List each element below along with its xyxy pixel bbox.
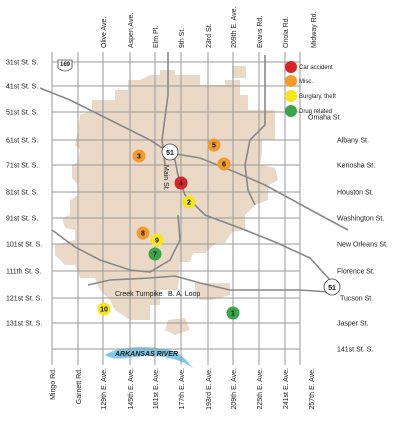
marker-dot bbox=[182, 195, 196, 209]
street-label-midway-rd: Midway Rd. bbox=[311, 11, 318, 48]
ba-loop-label: B. A. Loop bbox=[168, 291, 200, 298]
legend-swatch-burglary-theft bbox=[285, 90, 297, 102]
street-label-elm-pl: Elm Pl. bbox=[153, 26, 160, 48]
street-label-51st-st-s: 51st St. S. bbox=[6, 110, 38, 117]
marker-number: 10 bbox=[100, 307, 108, 314]
street-label-washington-st: Washington St. bbox=[337, 216, 384, 223]
street-label-145th-e-ave: 145th E. Ave. bbox=[128, 368, 135, 410]
street-label-41st-st-s: 41st St. S. bbox=[6, 84, 38, 91]
legend-label-car-accident: Car accident bbox=[299, 65, 333, 71]
street-label-131st-st-s: 131st St. S. bbox=[6, 321, 42, 328]
marker-number: 6 bbox=[222, 162, 226, 169]
top-street-labels: Olive Ave. Aspen Ave. Elm Pl. 9th St. 23rd S… bbox=[101, 6, 318, 48]
marker-dot bbox=[207, 138, 221, 152]
street-grid bbox=[51, 52, 301, 365]
street-label-jasper-st: Jasper St. bbox=[337, 321, 369, 328]
street-label-olive-ave: Olive Ave. bbox=[101, 17, 108, 48]
incident-marker-6[interactable]: 6 bbox=[217, 157, 231, 171]
street-label-kenosha-st: Kenosha St. bbox=[337, 163, 375, 170]
highway-number: 51 bbox=[328, 285, 336, 292]
incident-marker-4[interactable]: 4 bbox=[174, 176, 188, 190]
incident-marker-8[interactable]: 8 bbox=[136, 226, 150, 240]
street-label-albany-st: Albany St. bbox=[337, 138, 369, 145]
incident-marker-10[interactable]: 10 bbox=[97, 302, 111, 316]
left-street-labels: 31st St. S. 41st St. S. 51st St. S. 61st St… bbox=[6, 60, 42, 328]
street-label-mingo-rd: Mingo Rd. bbox=[50, 368, 57, 400]
street-label-garnett-rd: Garnett Rd. bbox=[76, 368, 83, 404]
marker-number: 9 bbox=[155, 238, 159, 245]
incident-marker-5[interactable]: 5 bbox=[207, 138, 221, 152]
main-st-label: Main St. bbox=[162, 165, 169, 191]
street-label-177th-e-ave: 177th E. Ave. bbox=[179, 368, 186, 410]
marker-dot bbox=[150, 233, 164, 247]
street-label-9th-st: 9th St. bbox=[179, 28, 186, 48]
street-label-onola-rd: Onola Rd. bbox=[283, 16, 290, 48]
legend-swatch-drug-related bbox=[285, 105, 297, 117]
street-label-209th-e-ave: 209th E. Ave. bbox=[231, 6, 238, 48]
marker-dot bbox=[136, 226, 150, 240]
highway-number: 51 bbox=[166, 150, 174, 157]
legend-swatch-misc bbox=[285, 75, 297, 87]
marker-number: 5 bbox=[212, 143, 216, 150]
marker-number: 8 bbox=[141, 231, 145, 238]
street-label-141st-st-s: 141st St. S. bbox=[337, 347, 373, 354]
street-label-aspen-ave: Aspen Ave. bbox=[128, 13, 135, 48]
legend-label-drug-related: Drug related bbox=[299, 109, 332, 115]
incident-marker-9[interactable]: 9 bbox=[150, 233, 164, 247]
marker-dot bbox=[174, 176, 188, 190]
street-label-71st-st-s: 71st St. S. bbox=[6, 163, 38, 170]
street-label-evans-rd: Evans Rd. bbox=[257, 16, 264, 48]
street-label-193rd-e-ave: 193rd E. Ave. bbox=[206, 368, 213, 410]
highway-shield-169: 169 bbox=[57, 59, 73, 72]
legend: Car accident Misc. Burglary, theft Drug rel… bbox=[285, 61, 336, 117]
street-label-225th-e-ave: 225th E. Ave. bbox=[257, 368, 264, 410]
highway-shield-51-center: 51 bbox=[161, 143, 179, 161]
marker-dot bbox=[97, 302, 111, 316]
highway-shield-51-east: 51 bbox=[323, 278, 341, 296]
street-label-31st-st-s: 31st St. S. bbox=[6, 60, 38, 67]
street-label-tucson-st: Tucson St. bbox=[340, 296, 373, 303]
street-label-209th-e-ave: 209th E. Ave. bbox=[231, 368, 238, 410]
bottom-street-labels: Mingo Rd. Garnett Rd. 129th E. Ave. 145th E… bbox=[50, 368, 316, 410]
street-label-129th-e-ave: 129th E. Ave. bbox=[101, 368, 108, 410]
street-label-101st-st-s: 101st St. S. bbox=[6, 242, 42, 249]
marker-number: 2 bbox=[187, 200, 191, 207]
marker-number: 7 bbox=[153, 252, 157, 259]
street-label-241st-e-ave: 241st E. Ave. bbox=[283, 368, 290, 409]
incident-markers: 1 2 3 4 5 6 7 8 9 10 bbox=[97, 138, 240, 320]
street-label-61st-st-s: 61st St. S. bbox=[6, 138, 38, 145]
marker-dot bbox=[148, 247, 162, 261]
right-street-labels: Omaha St. Albany St. Kenosha St. Houston St… bbox=[308, 115, 388, 354]
incident-marker-2[interactable]: 2 bbox=[182, 195, 196, 209]
legend-swatch-car-accident bbox=[285, 61, 297, 73]
street-label-houston-st: Houston St. bbox=[337, 190, 374, 197]
creek-turnpike-label: Creek Turnpike bbox=[115, 291, 163, 298]
incident-marker-7[interactable]: 7 bbox=[148, 247, 162, 261]
street-label-111th-st-s: 111th St. S. bbox=[6, 269, 42, 276]
legend-label-misc: Misc. bbox=[299, 79, 313, 85]
arkansas-river-label: ARKANSAS RIVER bbox=[114, 351, 178, 358]
marker-dot bbox=[226, 306, 240, 320]
arkansas-river bbox=[105, 347, 193, 368]
legend-label-burglary-theft: Burglary, theft bbox=[299, 94, 336, 100]
street-label-161st-e-ave: 161st E. Ave. bbox=[153, 368, 160, 409]
street-label-91st-st-s: 91st St. S. bbox=[6, 216, 38, 223]
marker-number: 4 bbox=[179, 181, 183, 188]
highway-number: 169 bbox=[60, 62, 71, 68]
marker-number: 3 bbox=[137, 154, 141, 161]
street-label-23rd-st: 23rd St. bbox=[206, 23, 213, 48]
marker-number: 1 bbox=[231, 311, 235, 318]
street-label-121st-st-s: 121st St. S. bbox=[6, 296, 42, 303]
marker-dot bbox=[132, 149, 146, 163]
marker-dot bbox=[217, 157, 231, 171]
street-label-florence-st: Florence St. bbox=[337, 269, 375, 276]
street-label-omaha-st: Omaha St. bbox=[308, 115, 342, 122]
incident-marker-3[interactable]: 3 bbox=[132, 149, 146, 163]
street-label-257th-e-ave: 257th E. Ave. bbox=[309, 368, 316, 410]
street-label-new-orleans-st: New Orleans St. bbox=[337, 242, 388, 249]
street-label-81st-st-s: 81st St. S. bbox=[6, 190, 38, 197]
incident-marker-1[interactable]: 1 bbox=[226, 306, 240, 320]
